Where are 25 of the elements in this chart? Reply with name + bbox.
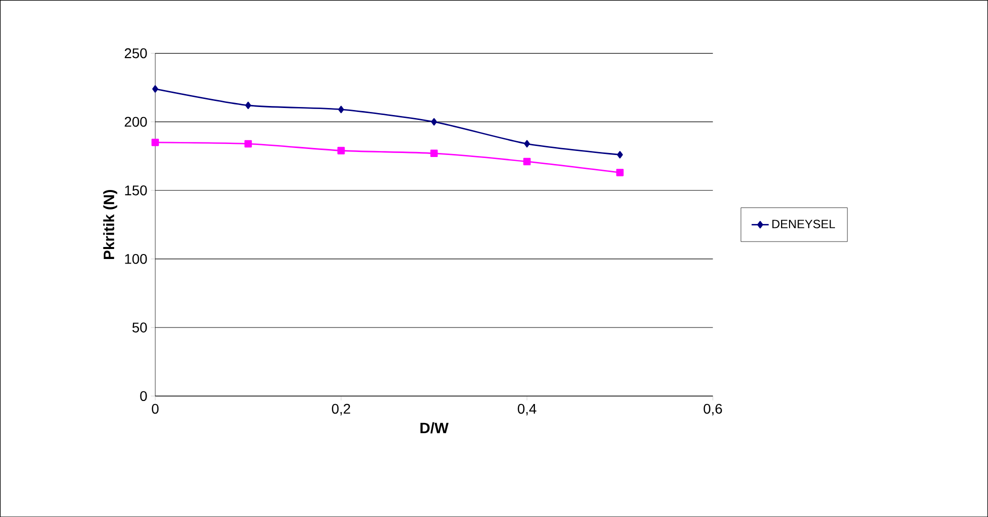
x-axis-title: D/W <box>420 422 449 434</box>
y-tick-label: 250 <box>124 48 147 58</box>
x-tick-label: 0 <box>152 404 159 414</box>
x-tick-label: 0,4 <box>518 404 536 416</box>
x-tick-label: 0,6 <box>704 404 722 416</box>
point <box>431 118 437 126</box>
point <box>524 140 530 148</box>
point <box>338 106 344 114</box>
y-tick-label: 50 <box>132 322 147 332</box>
point <box>152 85 158 92</box>
point <box>430 150 438 157</box>
y-tick-label: 100 <box>125 254 147 264</box>
point <box>152 138 159 146</box>
y-tick-label: 150 <box>125 185 147 196</box>
point <box>616 168 624 176</box>
point <box>244 140 252 148</box>
y-tick-label: 200 <box>124 116 147 127</box>
x-tick-label: 0,2 <box>332 404 350 416</box>
point <box>523 158 531 166</box>
point <box>337 146 345 154</box>
point <box>616 150 623 158</box>
point <box>245 102 252 109</box>
y-tick-label: 0 <box>140 390 147 401</box>
legend-label: DENEYSEL <box>772 220 835 228</box>
y-axis-title: Pkritik (N) <box>103 190 118 259</box>
